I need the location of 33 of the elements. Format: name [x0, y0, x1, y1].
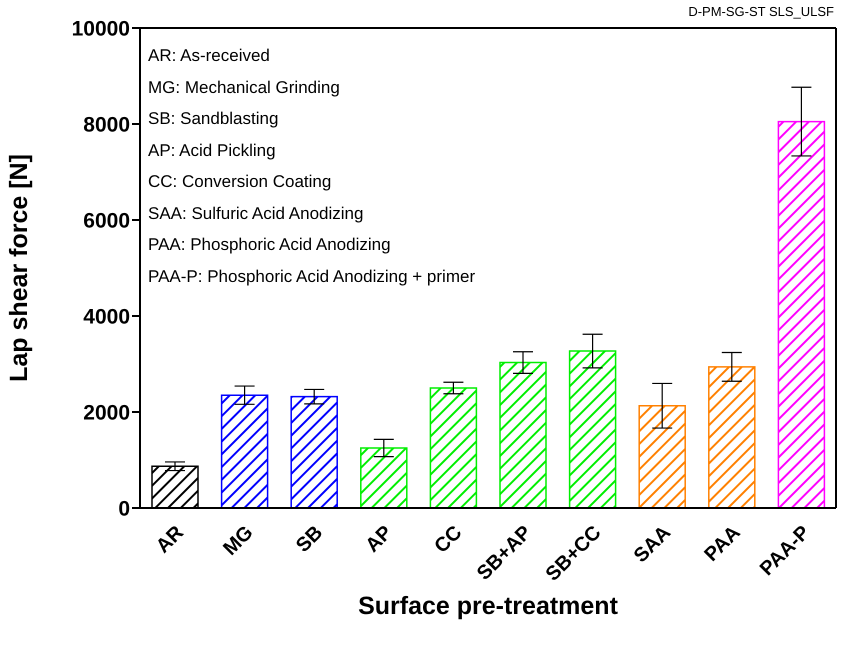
annotation: SAA: Sulfuric Acid Anodizing [148, 202, 364, 224]
bar [638, 405, 686, 508]
annotation: AR: As-received [148, 45, 271, 67]
annotation: PAA-P: Phosphoric Acid Anodizing + primer [148, 266, 476, 288]
x-axis-title: Surface pre-treatment [357, 592, 619, 621]
y-tick-label: 10000 [72, 17, 130, 40]
y-axis-title: Lap shear force [N] [4, 154, 33, 382]
bar [360, 447, 408, 508]
y-tick-label: 0 [118, 497, 130, 520]
text: D-PM-SG-ST SLS_ULSF [688, 4, 834, 19]
x-tick-label: PAA [700, 522, 745, 566]
bar [568, 350, 616, 508]
y-tick-label: 2000 [83, 401, 130, 424]
y-tick-label: 4000 [83, 305, 130, 328]
annotation: SB: Sandblasting [148, 108, 280, 130]
y-tick-label: 8000 [83, 113, 130, 136]
annotation: CC: Conversion Coating [148, 171, 332, 193]
x-tick-label: CC [430, 522, 466, 558]
y-tick-label: 6000 [83, 209, 130, 232]
bar [220, 394, 268, 508]
bar [499, 362, 547, 508]
annotation: MG: Mechanical Grinding [148, 76, 341, 98]
x-tick-label: AR [152, 521, 188, 558]
bar [778, 120, 826, 508]
bar [430, 387, 478, 508]
x-tick-label: AP [362, 522, 397, 557]
x-tick-label: MG [219, 522, 258, 560]
bar [290, 396, 338, 508]
x-tick-label: SAA [630, 522, 676, 568]
annotation: AP: Acid Pickling [148, 140, 277, 162]
x-tick-label: SB [292, 522, 328, 557]
bar [708, 366, 756, 508]
annotation: PAA: Phosphoric Acid Anodizing [148, 234, 392, 256]
